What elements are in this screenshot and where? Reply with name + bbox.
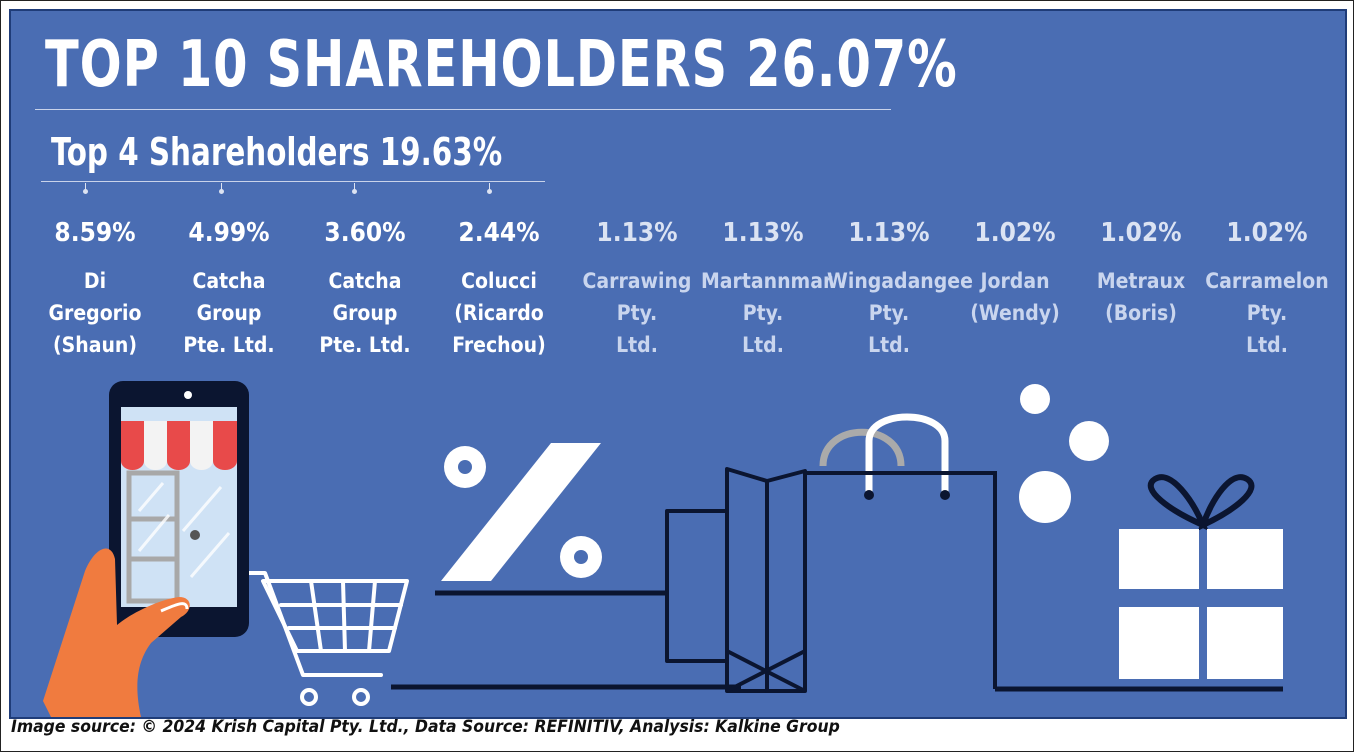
shareholder-percent: 1.13%: [596, 218, 678, 248]
shareholder-item: 1.13% Martannmar Pty. Ltd.: [701, 217, 833, 361]
shareholder-percent: 3.60%: [324, 218, 406, 248]
shareholder-item: 1.02% Metraux (Boris): [1079, 217, 1203, 329]
shareholder-percent: 1.02%: [1100, 218, 1182, 248]
shareholder-percent: 8.59%: [54, 218, 136, 248]
box-outline: [665, 467, 807, 693]
title-underline: [35, 109, 891, 110]
shareholder-percent: 1.02%: [974, 218, 1056, 248]
top4-marker: [83, 183, 88, 195]
shareholder-name: Wingadangee Pty. Ltd.: [827, 269, 973, 357]
shareholder-list: 8.59% Di Gregorio (Shaun) 4.99% Catcha G…: [11, 217, 1345, 377]
gift-box-icon: [1119, 474, 1283, 679]
shareholder-percent: 2.44%: [458, 218, 540, 248]
percent-icon: [441, 443, 602, 581]
shop-door-icon: [126, 470, 180, 604]
top4-subtitle: Top 4 Shareholders 19.63%: [51, 130, 503, 174]
top4-marker: [352, 183, 357, 195]
shareholder-item: 3.60% Catcha Group Pte. Ltd.: [303, 217, 427, 361]
screen-glare: [137, 482, 231, 578]
shareholder-percent: 1.13%: [848, 218, 930, 248]
shareholder-name: Carramelon Pty. Ltd.: [1205, 269, 1329, 357]
top4-marker: [487, 183, 492, 195]
shareholder-name: Di Gregorio (Shaun): [48, 269, 142, 357]
infographic-panel: TOP 10 SHAREHOLDERS 26.07% Top 4 Shareho…: [9, 9, 1347, 719]
shareholder-item: 1.13% Carrawing Pty. Ltd.: [575, 217, 699, 361]
shareholder-name: Catcha Group Pte. Ltd.: [319, 269, 411, 357]
shareholder-percent: 4.99%: [188, 218, 270, 248]
page-title: TOP 10 SHAREHOLDERS 26.07%: [45, 28, 958, 102]
smartphone-icon: [109, 381, 249, 637]
image-source-caption: Image source: © 2024 Krish Capital Pty. …: [11, 717, 840, 737]
shopping-cart-icon: [235, 571, 409, 706]
shareholder-percent: 1.02%: [1226, 218, 1308, 248]
shareholder-name: Colucci (Ricardo Frechou): [452, 269, 546, 357]
ground-line: [391, 590, 1283, 692]
shareholder-item: 8.59% Di Gregorio (Shaun): [33, 217, 157, 361]
shareholder-name: Carrawing Pty. Ltd.: [582, 269, 692, 357]
shop-awning-icon: [121, 421, 237, 470]
shopping-illustration: [43, 381, 1283, 717]
shareholder-item: 1.02% Carramelon Pty. Ltd.: [1205, 217, 1329, 361]
shareholder-item: 2.44% Colucci (Ricardo Frechou): [437, 217, 561, 361]
top4-marker: [219, 183, 224, 195]
shareholder-name: Metraux (Boris): [1096, 269, 1186, 325]
hand-icon: [43, 548, 190, 717]
subtitle-underline: [41, 181, 545, 182]
shareholder-item: 1.13% Wingadangee Pty. Ltd.: [827, 217, 973, 361]
bubble-icon: [1019, 384, 1109, 523]
shopping-bag-icon: [805, 413, 997, 689]
shareholder-name: Jordan (Wendy): [970, 269, 1060, 325]
shareholder-name: Martannmar Pty. Ltd.: [701, 269, 833, 357]
shareholder-name: Catcha Group Pte. Ltd.: [183, 269, 275, 357]
shareholder-item: 4.99% Catcha Group Pte. Ltd.: [167, 217, 291, 361]
shareholder-item: 1.02% Jordan (Wendy): [953, 217, 1077, 329]
shareholder-percent: 1.13%: [722, 218, 804, 248]
